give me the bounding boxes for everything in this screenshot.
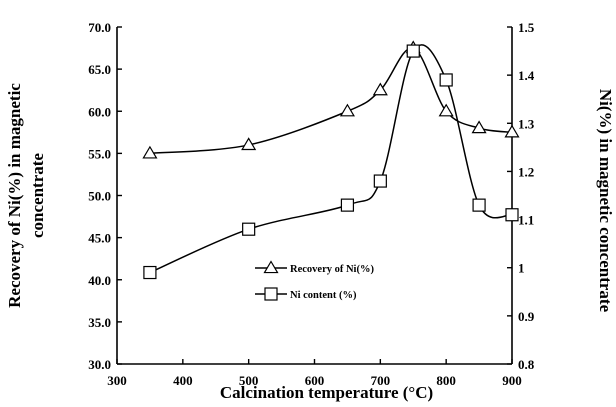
triangle-point: [438, 103, 454, 117]
y-right-tick-label: 1: [518, 261, 525, 276]
x-tick-label: 300: [107, 373, 127, 388]
x-axis-title: Calcination temperature (°C): [220, 383, 433, 402]
triangle-point: [372, 82, 388, 96]
x-tick-label: 600: [305, 373, 325, 388]
legend-square-marker: [264, 287, 278, 301]
y-right-axis-title: Ni(%) in magnetic concentrate: [596, 89, 615, 313]
legend-label: Recovery of Ni(%): [290, 264, 374, 275]
legend-label: Ni content (%): [290, 290, 357, 301]
recovery-series: [142, 40, 520, 159]
legend-entry: Recovery of Ni(%): [255, 260, 374, 275]
y-left-axis-title-line1: Recovery of Ni(%) in magnetic: [5, 83, 24, 308]
triangle-point: [142, 145, 158, 159]
y-left-tick-label: 50.0: [88, 189, 111, 204]
x-tick-label: 700: [371, 373, 391, 388]
x-tick-label: 800: [436, 373, 456, 388]
y-right-tick-label: 1.5: [518, 20, 535, 35]
square-point: [373, 174, 387, 188]
y-right-tick-label: 1.3: [518, 116, 535, 131]
square-point: [406, 44, 420, 58]
square-point: [439, 73, 453, 87]
y-left-tick-label: 40.0: [88, 273, 111, 288]
square-point: [505, 208, 519, 222]
axis-titles: Calcination temperature (°C) Recovery of …: [5, 83, 615, 402]
square-point: [143, 265, 157, 280]
series-line: [149, 44, 513, 274]
y-right-tick-label: 0.8: [518, 357, 535, 372]
series-line: [149, 47, 513, 155]
ticks: 300 400 500 600 700 800 900 30.0 35.0 40.0 45.0 50.…: [88, 20, 535, 388]
legend: Recovery of Ni(%) Ni content (%): [255, 260, 374, 301]
y-left-tick-label: 70.0: [88, 20, 111, 35]
y-left-tick-label: 65.0: [88, 62, 111, 77]
legend-entry: Ni content (%): [255, 287, 357, 301]
ni-content-series: [143, 44, 519, 280]
triangle-point: [471, 120, 487, 134]
y-left-tick-label: 60.0: [88, 104, 111, 119]
series: [142, 40, 520, 280]
y-right-tick-label: 0.9: [518, 309, 535, 324]
y-right-tick-label: 1.2: [518, 164, 534, 179]
y-left-tick-label: 35.0: [88, 315, 111, 330]
triangle-point: [339, 103, 355, 117]
x-tick-label: 900: [502, 373, 522, 388]
triangle-point: [241, 137, 257, 151]
x-tick-label: 400: [173, 373, 193, 388]
square-point: [242, 222, 256, 236]
square-point: [472, 198, 486, 212]
y-right-tick-label: 1.1: [518, 213, 534, 228]
triangle-point: [504, 124, 520, 138]
legend-triangle-marker: [263, 260, 279, 274]
y-left-tick-label: 30.0: [88, 357, 111, 372]
y-left-tick-label: 45.0: [88, 231, 111, 246]
y-left-axis-title-line2: concentrate: [28, 153, 47, 238]
x-tick-label: 500: [239, 373, 259, 388]
y-left-tick-label: 55.0: [88, 146, 111, 161]
y-right-tick-label: 1.4: [518, 68, 535, 83]
square-point: [340, 198, 355, 212]
